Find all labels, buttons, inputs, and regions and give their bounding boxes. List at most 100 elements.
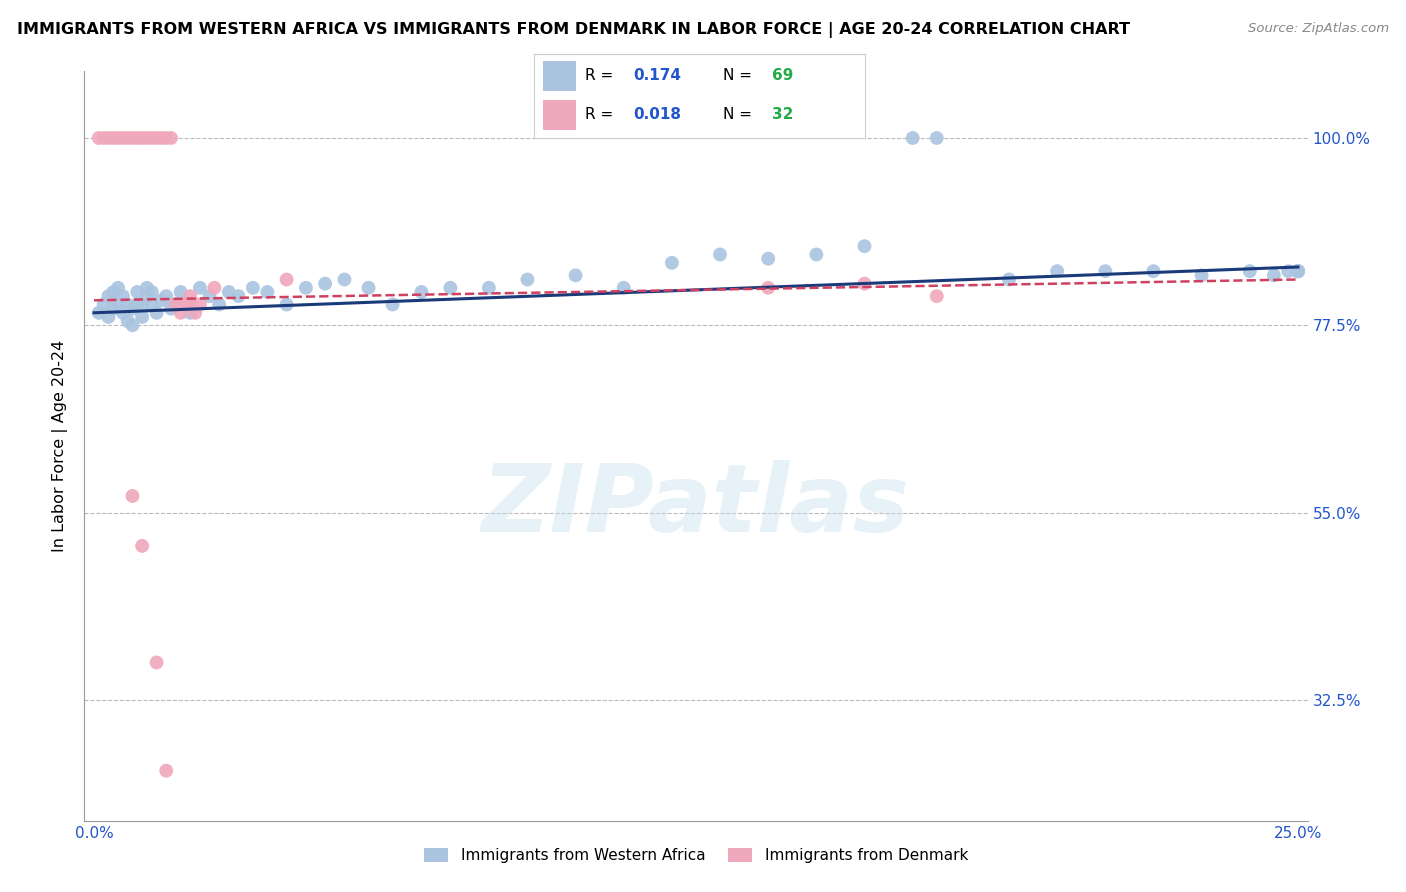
Point	[295, 281, 318, 295]
Point	[107, 131, 129, 145]
Point	[1286, 264, 1309, 278]
Point	[925, 131, 948, 145]
Point	[136, 289, 159, 303]
Point	[103, 131, 125, 145]
Point	[925, 289, 948, 303]
Text: IMMIGRANTS FROM WESTERN AFRICA VS IMMIGRANTS FROM DENMARK IN LABOR FORCE | AGE 2: IMMIGRANTS FROM WESTERN AFRICA VS IMMIGR…	[17, 22, 1130, 38]
Point	[478, 281, 501, 295]
Point	[103, 285, 125, 299]
Point	[901, 131, 924, 145]
Point	[150, 131, 173, 145]
Point	[93, 131, 115, 145]
Point	[228, 289, 250, 303]
Point	[121, 318, 143, 333]
Point	[1046, 264, 1069, 278]
Point	[111, 131, 134, 145]
Point	[276, 297, 298, 311]
Point	[127, 285, 149, 299]
Point	[1286, 264, 1309, 278]
Point	[97, 289, 120, 303]
Point	[564, 268, 586, 283]
Point	[121, 489, 143, 503]
Point	[165, 297, 187, 311]
Point	[1286, 264, 1309, 278]
Text: 0.018: 0.018	[633, 107, 682, 122]
Point	[155, 289, 177, 303]
Point	[131, 297, 153, 311]
Bar	[543, 100, 575, 130]
Legend: Immigrants from Western Africa, Immigrants from Denmark: Immigrants from Western Africa, Immigran…	[418, 841, 974, 869]
Point	[170, 285, 193, 299]
Point	[1191, 268, 1213, 283]
Point	[107, 281, 129, 295]
Point	[276, 272, 298, 286]
Point	[709, 247, 731, 261]
Point	[411, 285, 433, 299]
Point	[756, 252, 779, 266]
Point	[93, 297, 115, 311]
Point	[188, 281, 211, 295]
Text: Source: ZipAtlas.com: Source: ZipAtlas.com	[1249, 22, 1389, 36]
Point	[97, 310, 120, 324]
Point	[145, 306, 167, 320]
Text: R =: R =	[585, 107, 619, 122]
Point	[136, 281, 159, 295]
Point	[117, 297, 139, 311]
Point	[256, 285, 278, 299]
Point	[174, 297, 197, 311]
Text: 32: 32	[772, 107, 793, 122]
Point	[117, 131, 139, 145]
Point	[853, 239, 876, 253]
Point	[314, 277, 336, 291]
Point	[661, 256, 683, 270]
Point	[179, 306, 201, 320]
Point	[103, 301, 125, 316]
Point	[1277, 264, 1299, 278]
Point	[806, 247, 828, 261]
Point	[160, 131, 183, 145]
Point	[998, 272, 1021, 286]
Point	[141, 297, 163, 311]
Point	[111, 289, 134, 303]
Point	[97, 131, 120, 145]
Point	[179, 297, 201, 311]
Point	[333, 272, 356, 286]
Point	[1286, 264, 1309, 278]
Point	[218, 285, 240, 299]
Point	[439, 281, 461, 295]
Point	[131, 539, 153, 553]
Point	[381, 297, 404, 311]
Point	[141, 131, 163, 145]
Point	[1094, 264, 1116, 278]
Point	[127, 131, 149, 145]
Point	[242, 281, 264, 295]
Point	[1142, 264, 1164, 278]
Point	[160, 301, 183, 316]
Point	[155, 131, 177, 145]
Point	[141, 285, 163, 299]
Point	[145, 131, 167, 145]
Point	[131, 310, 153, 324]
Point	[136, 131, 159, 145]
Point	[188, 297, 211, 311]
Point	[117, 314, 139, 328]
Point	[150, 293, 173, 308]
Text: N =: N =	[723, 69, 756, 84]
Point	[145, 656, 167, 670]
Point	[131, 131, 153, 145]
Point	[1286, 264, 1309, 278]
Point	[179, 289, 201, 303]
Point	[87, 306, 110, 320]
Point	[127, 297, 149, 311]
Point	[853, 277, 876, 291]
Point	[202, 281, 225, 295]
Point	[87, 131, 110, 145]
Bar	[543, 62, 575, 91]
Text: 0.174: 0.174	[633, 69, 682, 84]
Point	[165, 297, 187, 311]
Point	[184, 306, 207, 320]
Point	[613, 281, 636, 295]
Text: ZIPatlas: ZIPatlas	[482, 460, 910, 552]
Point	[155, 764, 177, 778]
Point	[121, 131, 143, 145]
